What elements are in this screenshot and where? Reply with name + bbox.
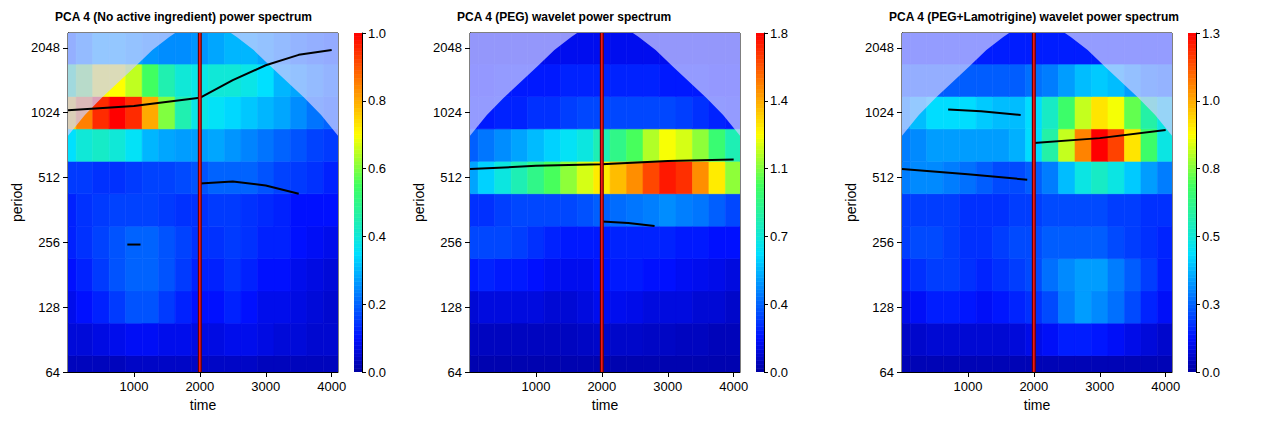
svg-text:1000: 1000 [119,379,148,394]
svg-text:0.6: 0.6 [368,161,386,176]
svg-text:64: 64 [448,365,462,380]
svg-text:512: 512 [872,170,894,185]
svg-text:period: period [411,183,427,222]
svg-text:1024: 1024 [31,105,60,120]
svg-text:512: 512 [38,170,60,185]
svg-text:2048: 2048 [865,40,894,55]
svg-text:2048: 2048 [31,40,60,55]
svg-text:3000: 3000 [653,379,682,394]
svg-text:2000: 2000 [1019,379,1048,394]
svg-text:1.1: 1.1 [770,161,788,176]
svg-text:0.0: 0.0 [1202,365,1220,380]
svg-text:1.0: 1.0 [368,26,386,41]
svg-text:1.0: 1.0 [1202,93,1220,108]
svg-text:1024: 1024 [433,105,462,120]
svg-text:256: 256 [872,235,894,250]
svg-text:512: 512 [440,170,462,185]
svg-text:period: period [843,183,859,222]
svg-text:128: 128 [38,300,60,315]
svg-text:128: 128 [440,300,462,315]
svg-text:time: time [1024,397,1051,413]
svg-text:1024: 1024 [865,105,894,120]
svg-text:2048: 2048 [433,40,462,55]
svg-text:period: period [9,183,25,222]
svg-text:PCA 4 (PEG) wavelet power spec: PCA 4 (PEG) wavelet power spectrum [457,10,671,24]
svg-text:0.0: 0.0 [770,365,788,380]
svg-text:1.3: 1.3 [1202,26,1220,41]
svg-text:64: 64 [880,365,894,380]
svg-text:1.4: 1.4 [770,93,788,108]
svg-text:256: 256 [440,235,462,250]
svg-text:128: 128 [872,300,894,315]
svg-text:time: time [190,397,217,413]
svg-text:0.8: 0.8 [368,93,386,108]
svg-text:0.4: 0.4 [368,229,386,244]
svg-text:PCA 4 (PEG+Lamotrigine) wavele: PCA 4 (PEG+Lamotrigine) wavelet power sp… [889,10,1179,24]
svg-text:0.8: 0.8 [1202,161,1220,176]
svg-text:0.5: 0.5 [1202,229,1220,244]
svg-text:256: 256 [38,235,60,250]
svg-text:0.2: 0.2 [368,297,386,312]
svg-text:0.4: 0.4 [770,297,788,312]
svg-text:1.8: 1.8 [770,26,788,41]
svg-text:2000: 2000 [185,379,214,394]
svg-text:3000: 3000 [1085,379,1114,394]
svg-text:0.3: 0.3 [1202,297,1220,312]
svg-text:4000: 4000 [1151,379,1180,394]
svg-text:2000: 2000 [587,379,616,394]
svg-text:0.0: 0.0 [368,365,386,380]
svg-text:1000: 1000 [521,379,550,394]
svg-text:3000: 3000 [251,379,280,394]
svg-text:0.7: 0.7 [770,229,788,244]
svg-text:4000: 4000 [719,379,748,394]
svg-text:time: time [592,397,619,413]
svg-text:PCA 4 (No active ingredient) p: PCA 4 (No active ingredient) power spect… [55,10,312,24]
svg-text:1000: 1000 [953,379,982,394]
svg-text:4000: 4000 [317,379,346,394]
svg-text:64: 64 [46,365,60,380]
